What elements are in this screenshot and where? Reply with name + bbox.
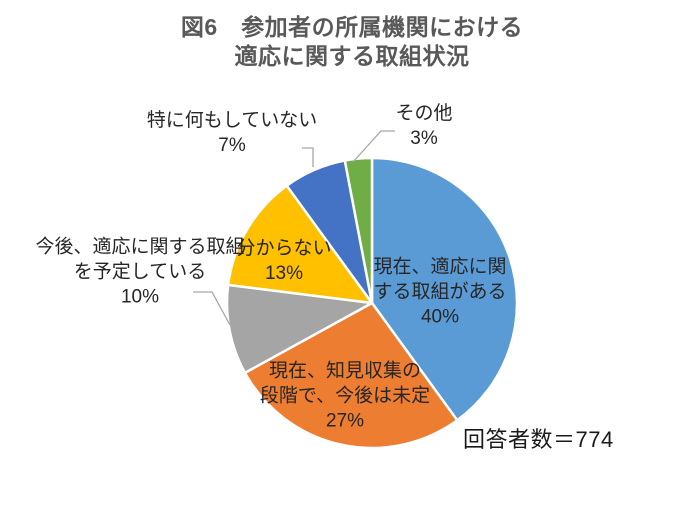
pie-slice-2 xyxy=(225,283,374,375)
slice-label-planned-efforts: 今後、適応に関する取組 を予定している 10% xyxy=(35,236,245,308)
leader-line-planned-10pct xyxy=(193,291,231,326)
slice-label-other: その他 3% xyxy=(395,102,453,149)
pie-slice-3 xyxy=(226,184,374,305)
pie-slices-group xyxy=(225,156,519,450)
respondents-count-label: 回答者数＝774 xyxy=(463,427,614,452)
leader-line-other-3pct xyxy=(352,130,395,163)
slice-label-dont-know: 分からない 13% xyxy=(236,237,332,284)
slice-label-nothing-in-particular: 特に何もしていない 7% xyxy=(146,109,318,156)
pie-slice-5 xyxy=(343,156,374,305)
pie-slice-1 xyxy=(243,301,459,450)
slice-label-knowledge-gathering: 現在、知見収集の 段階で、今後は未定 27% xyxy=(259,360,431,432)
slice-label-current-efforts: 現在、適応に関 する取組がある 40% xyxy=(373,256,507,328)
leader-line-none-7pct xyxy=(302,147,314,167)
pie-slice-0 xyxy=(370,156,519,422)
chart-title: 図6 参加者の所属機関における 適応に関する取組状況 xyxy=(180,14,524,69)
